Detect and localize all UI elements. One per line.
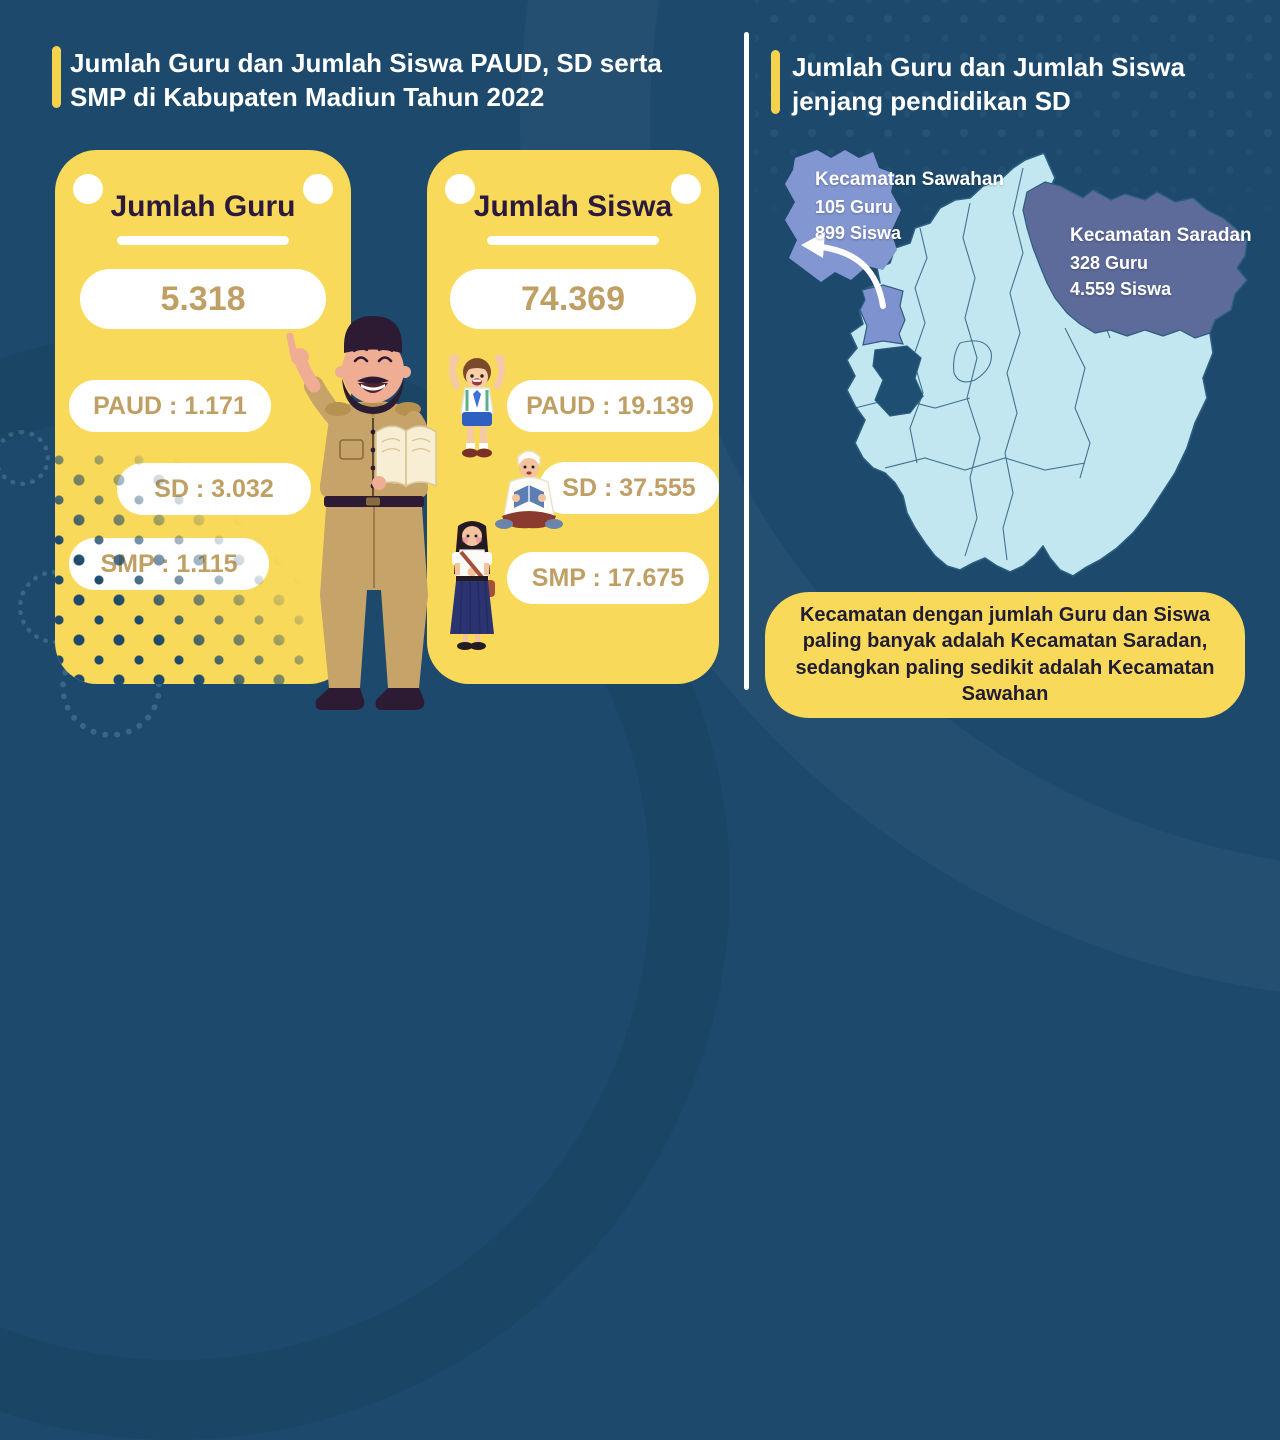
sawahan-siswa: 899 Siswa: [815, 222, 902, 243]
saradan-callout: Kecamatan Saradan 328 Guru 4.559 Siswa: [1070, 222, 1252, 302]
left-panel-title: Jumlah Guru dan Jumlah Siswa PAUD, SD se…: [70, 48, 662, 113]
card-pin-circle: [303, 174, 333, 204]
title-underline: [117, 236, 289, 245]
siswa-paud-value: PAUD : 19.139: [507, 380, 713, 432]
right-panel-title: Jumlah Guru dan Jumlah Siswa jenjang pen…: [792, 52, 1185, 117]
card-pin-circle: [445, 174, 475, 204]
student-reading-icon: [495, 450, 563, 529]
right-title-accent-bar: [771, 50, 780, 114]
map-sawahan-district: [859, 284, 906, 346]
card-pin-circle: [73, 174, 103, 204]
saradan-name: Kecamatan Saradan: [1070, 225, 1252, 246]
sawahan-name: Kecamatan Sawahan: [815, 169, 1005, 190]
map-dark-enclave: [872, 345, 924, 417]
guru-total-value: 5.318: [80, 269, 326, 329]
title-underline: [487, 236, 659, 245]
ring-ornament: [0, 430, 50, 486]
curved-arrow-icon: [818, 244, 886, 309]
siswa-sd-value: SD : 37.555: [539, 462, 719, 514]
student-girl-icon: [450, 521, 495, 650]
guru-card-title: Jumlah Guru: [110, 190, 296, 223]
sawahan-callout: Kecamatan Sawahan 105 Guru 899 Siswa: [815, 166, 1004, 246]
panel-divider: [744, 32, 749, 690]
guru-paud-value: PAUD : 1.171: [69, 380, 271, 432]
saradan-guru: 328 Guru: [1070, 252, 1149, 273]
sawahan-guru: 105 Guru: [815, 196, 894, 217]
siswa-total-value: 74.369: [450, 269, 696, 329]
conclusion-text: Kecamatan dengan jumlah Guru dan Siswa p…: [795, 604, 1215, 706]
siswa-smp-value: SMP : 17.675: [507, 552, 709, 604]
polka-dot-pattern: [55, 452, 307, 684]
madiun-district-map: [785, 150, 1248, 577]
curved-arrow-head: [801, 232, 825, 258]
guru-card: Jumlah Guru 5.318 PAUD : 1.171 SD : 3.03…: [55, 150, 351, 684]
map-saradan-district: [1022, 181, 1248, 339]
siswa-card-title: Jumlah Siswa: [473, 190, 673, 223]
saradan-siswa: 4.559 Siswa: [1070, 278, 1172, 299]
left-title-accent-bar: [52, 46, 61, 108]
conclusion-note: Kecamatan dengan jumlah Guru dan Siswa p…: [765, 592, 1245, 718]
student-cheering-icon: [448, 354, 506, 458]
card-pin-circle: [671, 174, 701, 204]
teacher-illustration: [286, 316, 437, 710]
